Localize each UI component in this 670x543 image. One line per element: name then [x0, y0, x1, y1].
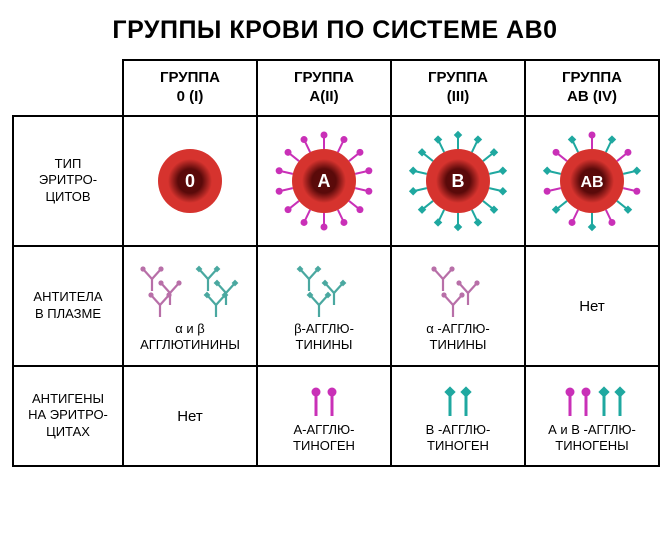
- antibody-B-icon: [413, 259, 503, 319]
- row-head-antigens: АНТИГЕНЫ НА ЭРИТРО- ЦИТАХ: [13, 366, 123, 466]
- page-title: ГРУППЫ КРОВИ ПО СИСТЕМЕ АВ0: [12, 16, 658, 45]
- rbc-B-icon: B: [403, 126, 513, 236]
- col-head-1: ГРУППА 0 (I): [123, 60, 257, 116]
- corner-cell: [13, 60, 123, 116]
- cell-antigen-O: Нет: [123, 366, 257, 466]
- antigen-O-label: Нет: [177, 408, 203, 426]
- cell-antibody-A: β-АГГЛЮ- ТИНИНЫ: [257, 246, 391, 366]
- col-head-label: ГРУППА: [262, 69, 386, 88]
- antibody-O-icon: [130, 259, 250, 319]
- rbc-AB-icon: AB: [537, 126, 647, 236]
- col-head-3: ГРУППА (III): [391, 60, 525, 116]
- cell-erythrocyte-O: 0: [123, 116, 257, 246]
- svg-text:AB: AB: [580, 174, 603, 191]
- antibody-A-label: β-АГГЛЮ- ТИНИНЫ: [294, 321, 354, 352]
- rbc-A-icon: A: [269, 126, 379, 236]
- antibody-AB-label: Нет: [579, 298, 605, 316]
- cell-erythrocyte-A: A: [257, 116, 391, 246]
- antigen-A-icon: [294, 378, 354, 420]
- cell-antibody-B: α -АГГЛЮ- ТИНИНЫ: [391, 246, 525, 366]
- cell-antibody-O: α и β АГГЛЮТИНИНЫ: [123, 246, 257, 366]
- col-head-label: ГРУППА: [530, 69, 654, 88]
- antigen-B-label: В -АГГЛЮ- ТИНОГЕН: [426, 422, 491, 453]
- antigen-AB-label: А и В -АГГЛЮ- ТИНОГЕНЫ: [548, 422, 636, 453]
- svg-text:0: 0: [185, 171, 195, 191]
- cell-erythrocyte-B: B: [391, 116, 525, 246]
- rbc-O-icon: 0: [135, 126, 245, 236]
- cell-erythrocyte-AB: AB: [525, 116, 659, 246]
- cell-antibody-AB: Нет: [525, 246, 659, 366]
- svg-text:B: B: [452, 171, 465, 191]
- col-head-label: ГРУППА: [128, 69, 252, 88]
- col-head-sub: А(II): [262, 88, 386, 107]
- antigen-A-label: А-АГГЛЮ- ТИНОГЕН: [293, 422, 355, 453]
- col-head-4: ГРУППА АВ (IV): [525, 60, 659, 116]
- col-head-sub: 0 (I): [128, 88, 252, 107]
- antigen-AB-icon: [552, 378, 632, 420]
- antibody-A-icon: [279, 259, 369, 319]
- antibody-O-label: α и β АГГЛЮТИНИНЫ: [140, 321, 240, 352]
- col-head-label: ГРУППА: [396, 69, 520, 88]
- blood-group-table: ГРУППА 0 (I) ГРУППА А(II) ГРУППА (III) Г…: [12, 59, 660, 467]
- cell-antigen-A: А-АГГЛЮ- ТИНОГЕН: [257, 366, 391, 466]
- antigen-B-icon: [428, 378, 488, 420]
- col-head-sub: (III): [396, 88, 520, 107]
- antibody-B-label: α -АГГЛЮ- ТИНИНЫ: [426, 321, 489, 352]
- col-head-2: ГРУППА А(II): [257, 60, 391, 116]
- cell-antigen-B: В -АГГЛЮ- ТИНОГЕН: [391, 366, 525, 466]
- row-head-erythrocytes: ТИП ЭРИТРО- ЦИТОВ: [13, 116, 123, 246]
- cell-antigen-AB: А и В -АГГЛЮ- ТИНОГЕНЫ: [525, 366, 659, 466]
- row-head-antibodies: АНТИТЕЛА В ПЛАЗМЕ: [13, 246, 123, 366]
- col-head-sub: АВ (IV): [530, 88, 654, 107]
- svg-text:A: A: [318, 171, 331, 191]
